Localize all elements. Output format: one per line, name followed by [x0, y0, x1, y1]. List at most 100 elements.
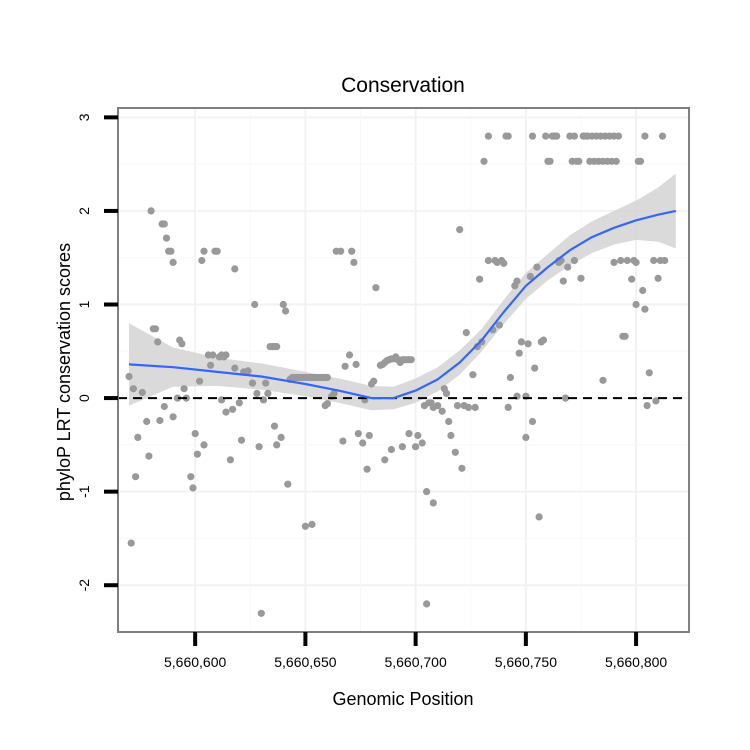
data-point-97	[339, 437, 347, 445]
data-point-87	[323, 373, 331, 382]
data-point-182	[531, 364, 539, 372]
confidence-band-layer	[129, 173, 676, 411]
data-point-103	[354, 430, 362, 438]
data-point-181	[528, 417, 537, 426]
data-point-230	[636, 157, 645, 165]
data-point-94	[330, 389, 338, 397]
y-tick-label-2: 0	[76, 394, 92, 402]
data-point-233	[643, 402, 651, 410]
data-point-240	[661, 256, 669, 265]
data-point-195	[559, 277, 567, 285]
data-point-42	[222, 351, 230, 359]
data-point-32	[200, 247, 208, 255]
data-point-234	[645, 369, 653, 377]
data-point-16	[167, 247, 175, 255]
data-point-157	[478, 338, 486, 346]
data-point-134	[423, 488, 431, 496]
data-point-100	[348, 247, 356, 255]
data-point-192	[553, 132, 561, 140]
data-point-228	[632, 258, 640, 266]
y-axis-label: phyloP LRT conservation scores	[54, 243, 74, 501]
confidence-band	[129, 173, 676, 411]
data-point-27	[189, 484, 197, 492]
data-point-98	[341, 362, 349, 370]
data-point-102	[352, 360, 360, 368]
data-point-31	[198, 256, 206, 265]
data-point-159	[484, 132, 492, 140]
data-point-200	[570, 132, 579, 140]
data-point-5	[138, 388, 146, 397]
data-point-174	[515, 349, 523, 357]
data-point-20	[169, 413, 177, 421]
data-point-36	[209, 351, 217, 359]
data-point-151	[462, 329, 470, 337]
data-point-104	[359, 439, 367, 447]
data-point-184	[535, 513, 543, 521]
data-point-45	[226, 456, 234, 464]
data-point-64	[273, 343, 281, 351]
data-point-7	[145, 452, 153, 460]
data-point-132	[418, 439, 426, 447]
data-point-56	[255, 443, 263, 451]
data-point-226	[628, 275, 636, 283]
data-point-106	[363, 465, 371, 473]
data-point-148	[456, 226, 464, 234]
data-point-145	[447, 431, 455, 440]
data-point-67	[277, 433, 285, 441]
loess-fit-line	[128, 209, 677, 400]
data-point-156	[476, 275, 484, 283]
data-point-239	[658, 132, 667, 140]
data-point-160	[484, 256, 492, 265]
data-point-196	[561, 394, 570, 402]
grid-layer	[118, 108, 689, 632]
data-point-2	[125, 372, 133, 381]
data-point-154	[471, 403, 479, 411]
data-point-14	[162, 234, 171, 242]
data-point-169	[504, 403, 512, 411]
data-point-158	[480, 157, 488, 165]
data-point-232	[641, 132, 649, 140]
data-point-49	[235, 399, 243, 407]
data-point-143	[429, 499, 437, 507]
data-point-99	[345, 351, 354, 359]
data-point-139	[438, 407, 446, 415]
data-point-183	[533, 263, 541, 271]
data-point-172	[513, 277, 521, 285]
data-point-178	[524, 340, 532, 348]
data-point-220	[612, 157, 620, 165]
data-point-65	[270, 422, 279, 430]
y-tick-label-5: 3	[76, 113, 92, 121]
frame-layer	[117, 107, 690, 633]
data-point-90	[308, 520, 316, 529]
data-point-101	[350, 258, 358, 266]
data-point-10	[151, 325, 160, 333]
data-point-131	[414, 431, 422, 440]
x-tick-label-2: 5,660,700	[384, 654, 446, 670]
data-point-47	[231, 265, 239, 273]
data-point-109	[370, 377, 378, 385]
data-point-38	[213, 247, 221, 255]
data-point-107	[365, 431, 373, 440]
data-point-52	[244, 367, 252, 375]
x-tick-label-3: 5,660,750	[495, 654, 557, 670]
data-point-189	[546, 157, 554, 165]
data-point-6	[143, 417, 151, 426]
data-point-222	[617, 256, 625, 265]
data-point-69	[282, 307, 290, 315]
data-point-57	[257, 609, 265, 617]
data-point-168	[504, 132, 512, 140]
data-point-48	[231, 364, 239, 372]
data-point-26	[187, 473, 195, 481]
data-point-130	[412, 443, 420, 451]
data-point-0	[127, 539, 135, 547]
data-point-19	[160, 402, 168, 411]
data-point-142	[423, 600, 431, 608]
data-point-197	[564, 263, 572, 271]
data-point-138	[434, 402, 442, 410]
data-point-28	[191, 430, 199, 438]
data-point-144	[445, 417, 453, 426]
data-point-245	[641, 305, 649, 313]
data-point-180	[528, 132, 537, 140]
data-point-33	[200, 441, 208, 449]
y-tick-label-4: 2	[76, 207, 92, 215]
